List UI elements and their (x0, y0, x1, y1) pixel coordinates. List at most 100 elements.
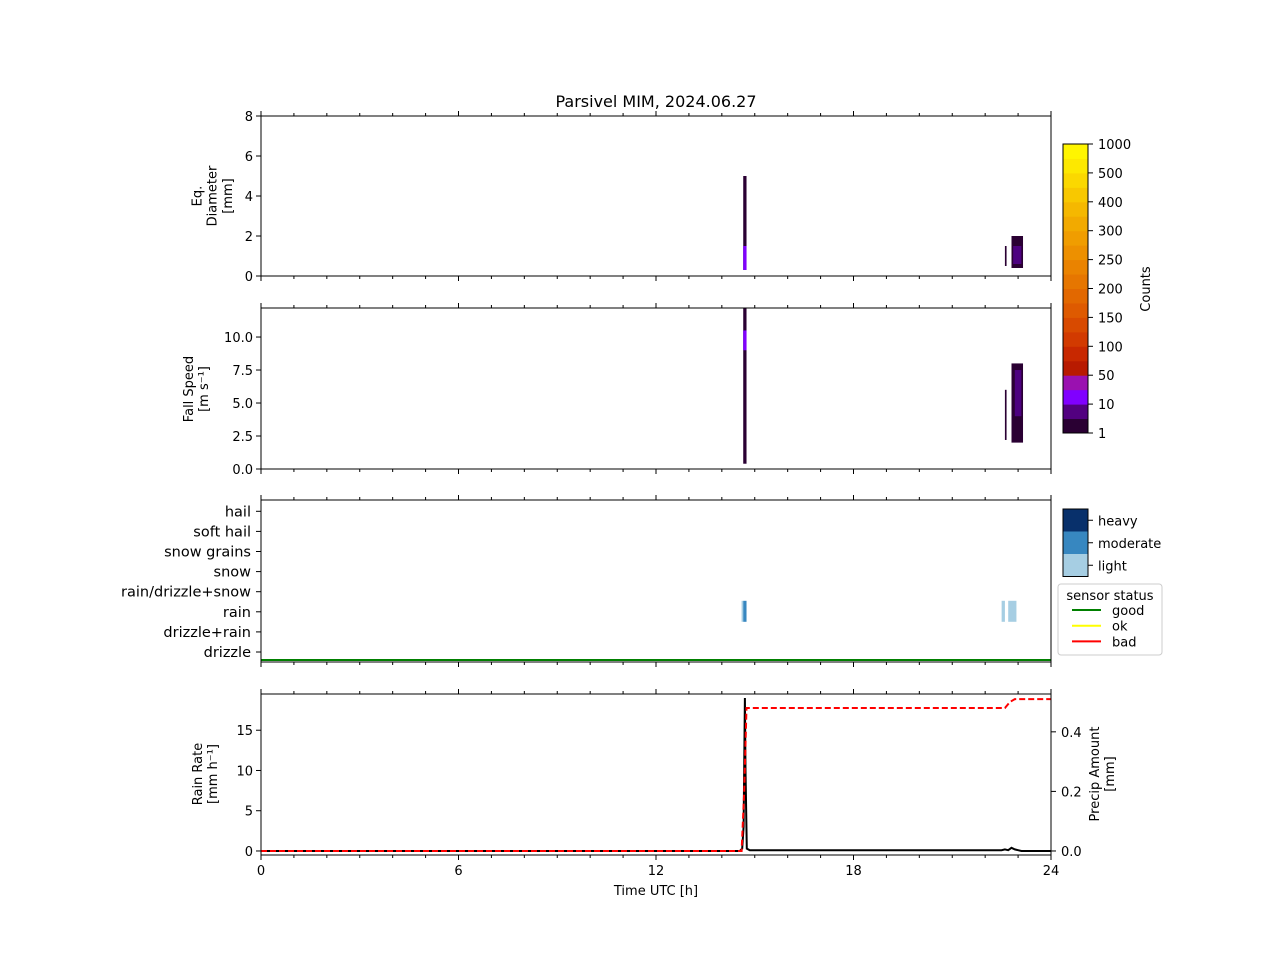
fall-speed-ylabel: Fall Speed [m s⁻¹] (182, 356, 212, 422)
colorbar-tick-label: 200 (1098, 283, 1123, 298)
colorbar-segment (1063, 404, 1088, 420)
count-cell (743, 308, 747, 464)
legend-label: ok (1112, 620, 1128, 635)
intensity-frame (1062, 508, 1089, 577)
colorbar-segment (1063, 230, 1088, 246)
colorbar-segment (1063, 317, 1088, 333)
fall-speed-ylabel-line: [m s⁻¹] (197, 366, 212, 412)
colorbar-tick-label: 1000 (1098, 138, 1131, 153)
y-tick-label: 5.0 (232, 397, 253, 412)
rain-rate-ylabel-line: [mm h⁻¹] (206, 744, 221, 804)
colorbar-tick-label: 300 (1098, 225, 1123, 240)
precip-type-label: rain/drizzle+snow (121, 585, 251, 601)
precip-amount-ylabel: Precip Amount [mm] (1088, 727, 1118, 822)
colorbar-segment (1063, 302, 1088, 318)
precip-type-cell (743, 600, 747, 622)
colorbar-segment (1063, 288, 1088, 304)
rain-rate-ylabel-line: Rain Rate (191, 743, 206, 806)
precip-type-cell (741, 600, 744, 622)
intensity-label: heavy (1098, 514, 1138, 529)
colorbar-segment (1063, 158, 1088, 174)
precip-amount-line (261, 698, 1051, 852)
count-cell (1014, 370, 1022, 417)
counts-colorbar: 1 10 50 100 150 200 250 300 400 500 1000 Counts (1062, 138, 1154, 442)
colorbar-tick-label: 150 (1098, 311, 1123, 326)
colorbar-tick-label: 250 (1098, 254, 1123, 269)
y-tick-label: 2.5 (232, 430, 253, 445)
precip-type-label: rain (223, 605, 251, 621)
legend-label: bad (1112, 635, 1136, 650)
precip-type-label: hail (225, 504, 251, 520)
count-cell (743, 246, 747, 270)
colorbar-segment (1063, 259, 1088, 275)
colorbar-segment (1063, 216, 1088, 232)
count-cell (1013, 246, 1022, 264)
colorbar-tick-label: 500 (1098, 167, 1123, 182)
colorbar-tick-label: 50 (1098, 369, 1115, 384)
y-tick-label: 0 (245, 270, 253, 285)
x-axis-label: Time UTC [h] (613, 884, 698, 899)
colorbar-segment (1063, 144, 1088, 159)
count-cell (743, 330, 747, 351)
intensity-label: moderate (1098, 537, 1161, 552)
colorbar-segment (1063, 375, 1088, 391)
colorbar-tick-label: 1 (1098, 427, 1106, 442)
precip-type-panel: drizzle drizzle+rain rain rain/drizzle+snow… (121, 495, 1052, 667)
x-tick-label: 18 (845, 864, 862, 879)
intensity-swatch (1063, 531, 1088, 554)
rain-rate-line (261, 697, 1051, 852)
intensity-legend: heavy moderate light (1062, 508, 1161, 577)
x-tick-label: 0 (257, 864, 265, 879)
precip-type-label: drizzle (204, 645, 251, 661)
colorbar-tick-label: 400 (1098, 196, 1123, 211)
figure-title: Parsivel MIM, 2024.06.27 (555, 92, 756, 111)
diameter-ylabel-line: [mm] (221, 178, 236, 213)
legend-title: sensor status (1066, 589, 1153, 604)
colorbar-tick-label: 10 (1098, 398, 1115, 413)
precip-type-label: drizzle+rain (163, 625, 251, 641)
y-tick-label: 10 (236, 764, 253, 779)
count-cell (1004, 246, 1007, 266)
y-tick-label: 8 (245, 110, 253, 125)
colorbar-tick-label: 100 (1098, 340, 1123, 355)
y-tick-label: 4 (245, 190, 253, 205)
y-tick-label: 15 (236, 724, 253, 739)
colorbar-segment (1063, 172, 1088, 188)
legend-box (1057, 583, 1163, 656)
colorbar-segment (1063, 346, 1088, 362)
y2-tick-label: 0.4 (1061, 726, 1082, 741)
precip-type-cell (1001, 600, 1005, 622)
precip-type-label: snow grains (164, 545, 251, 561)
y-tick-label: 2 (245, 230, 253, 245)
intensity-swatch (1063, 554, 1088, 577)
colorbar-segment (1063, 245, 1088, 261)
colorbar-segment (1063, 418, 1088, 434)
plot-frame (260, 307, 1052, 470)
colorbar-segment (1063, 187, 1088, 203)
y-tick-label: 7.5 (232, 364, 253, 379)
rain-rate-panel: 0 5 10 15 0.0 0.2 0.4 0 6 12 18 24 Time UTC [h] Rain … (191, 689, 1118, 899)
precip-type-label: snow (214, 565, 252, 581)
colorbar-segment (1063, 389, 1088, 405)
colorbar-segment (1063, 360, 1088, 376)
legend-label: good (1112, 604, 1144, 619)
colorbar-segment (1063, 201, 1088, 217)
colorbar-label: Counts (1139, 266, 1154, 312)
plot-frame (260, 115, 1052, 277)
y-tick-label: 0.0 (232, 463, 253, 478)
count-cell (743, 176, 747, 270)
plot-frame (260, 693, 1052, 856)
rain-rate-ylabel: Rain Rate [mm h⁻¹] (191, 743, 221, 806)
diameter-ylabel: Eq. Diameter [mm] (190, 165, 235, 226)
fall-speed-panel: 0.0 2.5 5.0 7.5 10.0 Fall Speed [m s⁻¹] (182, 303, 1052, 478)
y-tick-label: 5 (245, 805, 253, 820)
colorbar-segment (1063, 274, 1088, 289)
y2-tick-label: 0.2 (1061, 785, 1082, 800)
colorbar-segment (1063, 331, 1088, 347)
y-tick-label: 0 (245, 845, 253, 860)
diameter-panel: 0 2 4 6 8 Eq. Diameter [mm] (190, 110, 1052, 285)
precip-type-label: soft hail (193, 524, 251, 540)
y2-tick-label: 0.0 (1061, 845, 1082, 860)
